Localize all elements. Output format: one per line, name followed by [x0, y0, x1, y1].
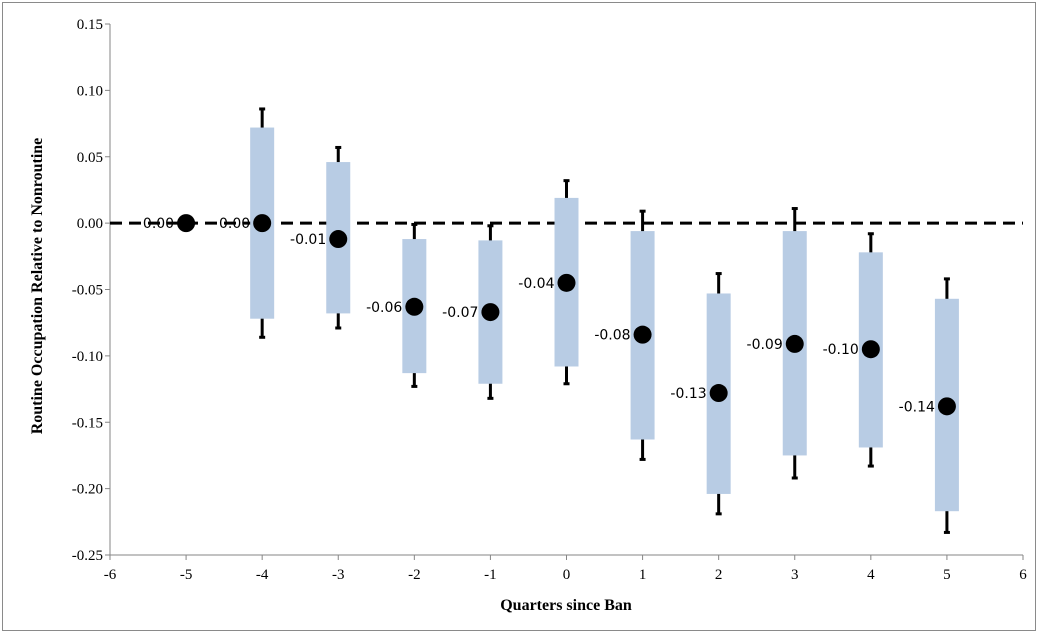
point-estimate — [481, 303, 500, 322]
x-tick-label: 5 — [943, 567, 951, 583]
y-tick-label: 0.05 — [77, 150, 103, 166]
point-estimate — [329, 230, 348, 249]
x-tick-label: 3 — [791, 567, 799, 583]
chart-marks: 0.00 0.00 -0.01 -0.06 -0.07 -0.04 -0.08 -0.13 -0… — [143, 107, 959, 534]
data-label: -0.04 — [518, 276, 554, 292]
data-label: -0.14 — [899, 399, 935, 415]
x-tick-label: -3 — [332, 567, 345, 583]
x-tick-label: 2 — [715, 567, 723, 583]
point-estimate — [633, 325, 652, 344]
y-tick-label: -0.20 — [72, 482, 103, 498]
data-label: -0.01 — [290, 232, 326, 248]
x-tick-label: -6 — [104, 567, 117, 583]
y-tick-label: 0.15 — [77, 17, 103, 33]
point-estimate — [861, 340, 880, 359]
x-axis-title: Quarters since Ban — [500, 597, 632, 614]
point-estimate — [709, 384, 728, 403]
y-tick-label: 0.10 — [77, 83, 103, 99]
data-label: -0.07 — [442, 305, 478, 321]
data-label: 0.00 — [143, 216, 174, 232]
point-estimate — [253, 214, 272, 233]
data-label: -0.10 — [823, 342, 859, 358]
data-label: -0.08 — [594, 328, 630, 344]
x-tick-label: 4 — [867, 567, 875, 583]
x-tick-label: 6 — [1019, 567, 1027, 583]
x-tick-label: 0 — [563, 567, 571, 583]
y-tick-label: -0.10 — [72, 349, 103, 365]
data-label: 0.00 — [219, 216, 250, 232]
point-estimate — [557, 273, 576, 292]
point-estimate — [177, 214, 196, 233]
x-tick-label: -2 — [408, 567, 421, 583]
data-label: -0.06 — [366, 300, 402, 316]
y-tick-label: -0.25 — [72, 548, 103, 564]
x-tick-label: -5 — [180, 567, 193, 583]
x-tick-label: -1 — [484, 567, 497, 583]
data-label: -0.13 — [670, 386, 706, 402]
point-estimate — [405, 297, 424, 316]
y-tick-label: -0.05 — [72, 283, 103, 299]
data-label: -0.09 — [747, 337, 783, 353]
y-tick-label: -0.15 — [72, 415, 103, 431]
axes: 0.15 0.10 0.05 0.00 -0.05 -0.10 -0.15 -0.20 -0.2… — [72, 17, 1028, 583]
axis-titles: Quarters since Ban Routine Occupation Re… — [29, 138, 632, 614]
point-estimate — [937, 397, 956, 416]
y-axis-title: Routine Occupation Relative to Nonroutin… — [29, 138, 46, 435]
point-estimate — [785, 334, 804, 353]
y-tick-label: 0.00 — [77, 216, 103, 232]
x-tick-label: -4 — [256, 567, 269, 583]
x-tick-label: 1 — [639, 567, 647, 583]
